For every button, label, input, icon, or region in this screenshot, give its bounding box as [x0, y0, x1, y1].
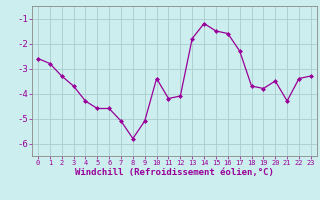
X-axis label: Windchill (Refroidissement éolien,°C): Windchill (Refroidissement éolien,°C)	[75, 168, 274, 177]
